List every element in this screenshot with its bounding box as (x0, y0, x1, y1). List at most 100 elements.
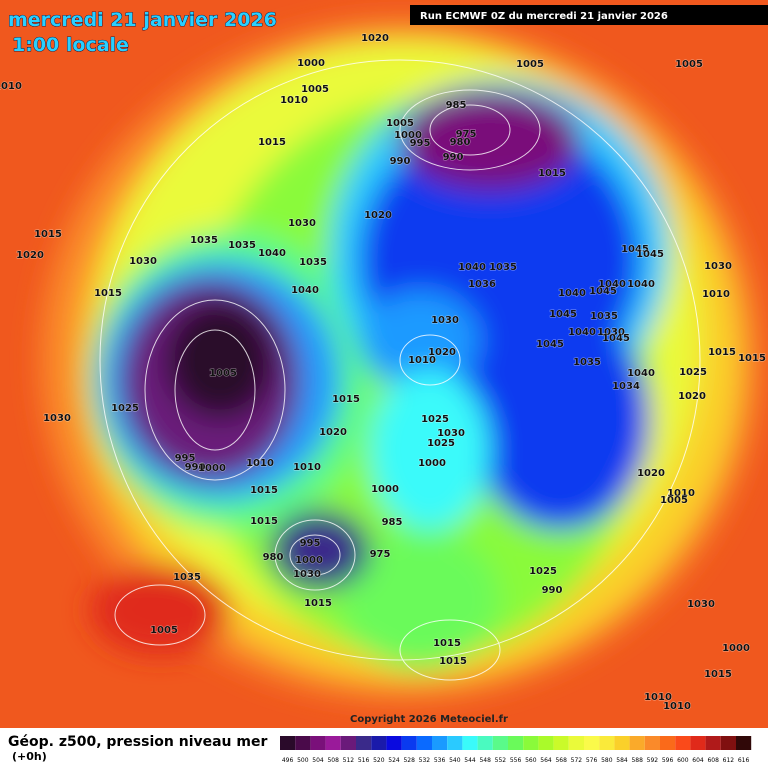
isobar-label: 1010 (408, 355, 436, 366)
isobar-label: 1005 (150, 625, 178, 636)
isobar-label: 990 (542, 585, 563, 596)
scale-label: 612 (723, 757, 735, 764)
isobar-label: 1010 (0, 81, 22, 92)
isobar-label: 1015 (258, 137, 286, 148)
isobar-label: 1030 (437, 428, 465, 439)
color-swatch (523, 736, 539, 750)
isobar-label: 1035 (299, 257, 327, 268)
scale-label: 520 (373, 757, 385, 764)
isobar-label: 1040 (598, 279, 626, 290)
scale-label: 608 (707, 757, 719, 764)
scale-label: 564 (540, 757, 552, 764)
scale-label: 552 (495, 757, 507, 764)
color-swatch (629, 736, 645, 750)
scale-label: 508 (327, 757, 339, 764)
isobar-label: 980 (450, 137, 471, 148)
isobar-label: 990 (390, 156, 411, 167)
isobar-label: 1030 (687, 599, 715, 610)
isobar-label: 1040 (258, 248, 286, 259)
scale-label: 580 (601, 757, 613, 764)
isobar-label: 975 (370, 549, 391, 560)
isobar-label: 1015 (433, 638, 461, 649)
isobar-label: 995 (300, 538, 321, 549)
isobar-label: 1020 (364, 210, 392, 221)
color-swatch (340, 736, 356, 750)
isobar-label: 1010 (667, 488, 695, 499)
isobar-label: 1040 (558, 288, 586, 299)
color-swatch (614, 736, 630, 750)
isobar-label: 1035 (489, 262, 517, 273)
isobar-label: 1030 (704, 261, 732, 272)
isobar-label: 1020 (678, 391, 706, 402)
color-swatch (720, 736, 736, 750)
isobar-label: 985 (446, 100, 467, 111)
color-swatch (568, 736, 584, 750)
isobar-label: 1020 (428, 347, 456, 358)
isobar-label: 995 (175, 453, 196, 464)
isobar-label: 995 (410, 138, 431, 149)
scale-label: 496 (282, 757, 294, 764)
isobar-label: 1015 (708, 347, 736, 358)
color-swatch (310, 736, 326, 750)
isobar-label: 1010 (246, 458, 274, 469)
color-swatch (508, 736, 524, 750)
isobar-label: 990 (185, 462, 206, 473)
color-swatch (705, 736, 721, 750)
scale-label: 540 (449, 757, 461, 764)
isobar-label: 1010 (702, 289, 730, 300)
isobar-label: 1015 (94, 288, 122, 299)
isobar-label: 1030 (43, 413, 71, 424)
isobar-label: 1000 (198, 463, 226, 474)
color-swatch (295, 736, 311, 750)
isobar-label: 1015 (332, 394, 360, 405)
isobar-label: 1030 (597, 327, 625, 338)
isobar-label: 1030 (129, 256, 157, 267)
scale-label: 576 (586, 757, 598, 764)
scale-label: 592 (647, 757, 659, 764)
color-swatch (584, 736, 600, 750)
scale-label: 556 (510, 757, 522, 764)
isobar-label: 1025 (679, 367, 707, 378)
isobar-label: 1005 (516, 59, 544, 70)
isobar-label: 1035 (228, 240, 256, 251)
scale-label: 572 (571, 757, 583, 764)
scale-label: 504 (312, 757, 324, 764)
scale-label: 604 (692, 757, 704, 764)
run-box (410, 5, 768, 25)
color-swatch (660, 736, 676, 750)
scale-label: 500 (297, 757, 309, 764)
isobar-label: 1035 (173, 572, 201, 583)
color-swatch (644, 736, 660, 750)
isobar-label: 1020 (361, 33, 389, 44)
scale-label: 596 (662, 757, 674, 764)
scale-label: 528 (403, 757, 415, 764)
color-swatch (736, 736, 752, 750)
isobar-label: 1015 (704, 669, 732, 680)
color-swatch (401, 736, 417, 750)
legend-subtitle: (+0h) (12, 750, 47, 763)
isobar-label: 1005 (386, 118, 414, 129)
isobar-label: 1045 (536, 339, 564, 350)
color-swatch (371, 736, 387, 750)
color-swatch (538, 736, 554, 750)
time: 1:00 locale (12, 34, 129, 56)
isobar-label: 1010 (663, 701, 691, 712)
scale-label: 524 (388, 757, 400, 764)
isobar-label: 1000 (394, 130, 422, 141)
isobar-label: 1010 (644, 692, 672, 703)
scale-label: 532 (419, 757, 431, 764)
isobar-label: 1000 (722, 643, 750, 654)
isobar-label: 1005 (675, 59, 703, 70)
color-swatch (675, 736, 691, 750)
isobar-label: 1040 (627, 368, 655, 379)
isobars (99, 59, 701, 681)
color-swatch (325, 736, 341, 750)
isobar-label: 1035 (190, 235, 218, 246)
isobar-label: 1030 (288, 218, 316, 229)
color-swatch (492, 736, 508, 750)
isobar-label: 990 (443, 152, 464, 163)
color-swatch (553, 736, 569, 750)
isobar-label: 1015 (304, 598, 332, 609)
isobar-label: 985 (382, 517, 403, 528)
